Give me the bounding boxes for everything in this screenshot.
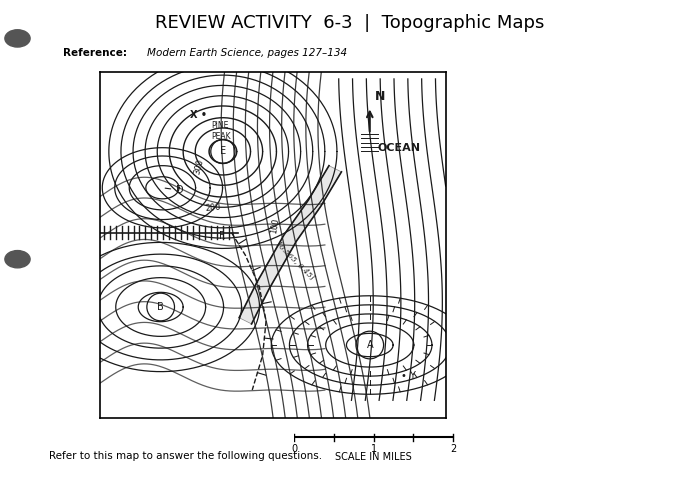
Text: D: D [165, 185, 184, 195]
Text: X •: X • [190, 109, 207, 120]
Text: SCALE IN MILES: SCALE IN MILES [335, 452, 412, 462]
Text: B: B [158, 302, 164, 312]
Text: Refer to this map to answer the following questions.: Refer to this map to answer the followin… [49, 451, 322, 461]
Text: [0.565, 0.45]: [0.565, 0.45] [275, 240, 316, 281]
Text: A: A [367, 340, 373, 350]
Text: OCEAN: OCEAN [377, 143, 421, 153]
Text: 0: 0 [291, 444, 297, 455]
Text: 1: 1 [370, 444, 377, 455]
Text: 300: 300 [193, 158, 205, 176]
Text: 200: 200 [204, 202, 220, 213]
Text: F.: F. [219, 231, 226, 241]
Text: 100: 100 [269, 217, 281, 234]
Text: Modern Earth Science, pages 127–134: Modern Earth Science, pages 127–134 [147, 48, 347, 58]
Text: E: E [220, 146, 226, 156]
Text: N: N [375, 90, 385, 103]
Text: PINE
PEAK: PINE PEAK [211, 121, 230, 141]
Text: 2: 2 [450, 444, 456, 455]
Text: Reference:: Reference: [63, 48, 127, 58]
Text: REVIEW ACTIVITY  6-3  |  Topographic Maps: REVIEW ACTIVITY 6-3 | Topographic Maps [155, 14, 545, 33]
Polygon shape [239, 166, 342, 324]
Text: • Y: • Y [401, 371, 416, 381]
